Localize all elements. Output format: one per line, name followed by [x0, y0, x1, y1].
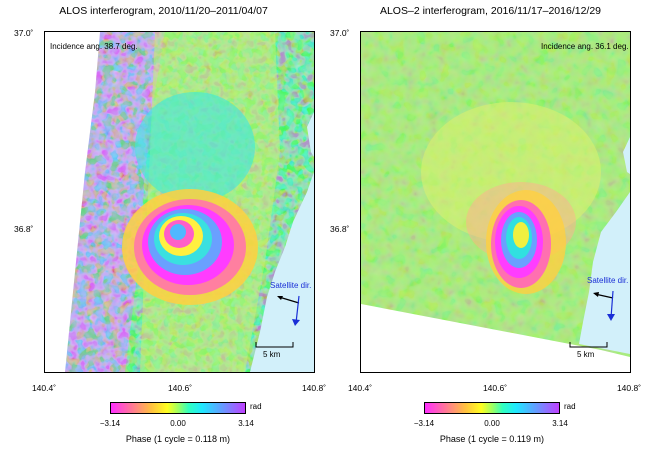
right-interferogram-image	[361, 32, 630, 372]
left-colorbar-min: −3.14	[99, 419, 121, 428]
left-satellite-arrows-icon	[277, 295, 300, 326]
left-scale-bar-icon	[255, 342, 294, 348]
left-interferogram-image	[45, 32, 314, 372]
lat-label-36-8: 36.8˚	[330, 224, 350, 234]
right-colorbar-caption: Phase (1 cycle = 0.119 m)	[439, 434, 545, 444]
left-interferogram-map	[44, 31, 315, 373]
right-colorbar-unit: rad	[564, 402, 576, 411]
left-incidence-label: Incidence ang. 38.7 deg.	[50, 42, 138, 51]
lon-label-140-4: 140.4˚	[31, 383, 57, 393]
right-panel-title: ALOS–2 interferogram, 2016/11/17–2016/12…	[379, 5, 602, 17]
left-panel-title: ALOS interferogram, 2010/11/20–2011/04/0…	[59, 5, 268, 17]
right-satellite-dir-label: Satellite dir.	[587, 276, 629, 285]
left-colorbar	[110, 402, 246, 414]
left-colorbar-max: 3.14	[238, 419, 254, 428]
right-colorbar	[424, 402, 560, 414]
right-colorbar-max: 3.14	[552, 419, 568, 428]
right-interferogram-map	[360, 31, 631, 373]
right-scale-label: 5 km	[577, 350, 595, 359]
lat-label-37-0: 37.0˚	[330, 28, 350, 38]
right-scale-bar-icon	[569, 342, 608, 348]
right-satellite-arrows-icon	[593, 290, 615, 321]
left-colorbar-caption: Phase (1 cycle = 0.118 m)	[125, 434, 231, 444]
lon-label-140-4: 140.4˚	[347, 383, 373, 393]
right-colorbar-min: −3.14	[413, 419, 435, 428]
lat-label-37-0: 37.0˚	[14, 28, 34, 38]
lat-label-36-8: 36.8˚	[14, 224, 34, 234]
lon-label-140-8: 140.8˚	[616, 383, 642, 393]
lon-label-140-6: 140.6˚	[482, 383, 508, 393]
left-colorbar-mid: 0.00	[170, 419, 186, 428]
left-panel: ALOS interferogram, 2010/11/20–2011/04/0…	[14, 5, 327, 444]
left-colorbar-unit: rad	[250, 402, 262, 411]
lon-label-140-8: 140.8˚	[301, 383, 327, 393]
left-scale-label: 5 km	[263, 350, 281, 359]
lon-label-140-6: 140.6˚	[167, 383, 193, 393]
left-satellite-dir-label: Satellite dir.	[270, 281, 312, 290]
right-colorbar-mid: 0.00	[484, 419, 500, 428]
right-incidence-label: Incidence ang. 36.1 deg.	[541, 42, 629, 51]
right-panel: ALOS–2 interferogram, 2016/11/17–2016/12…	[327, 0, 654, 454]
